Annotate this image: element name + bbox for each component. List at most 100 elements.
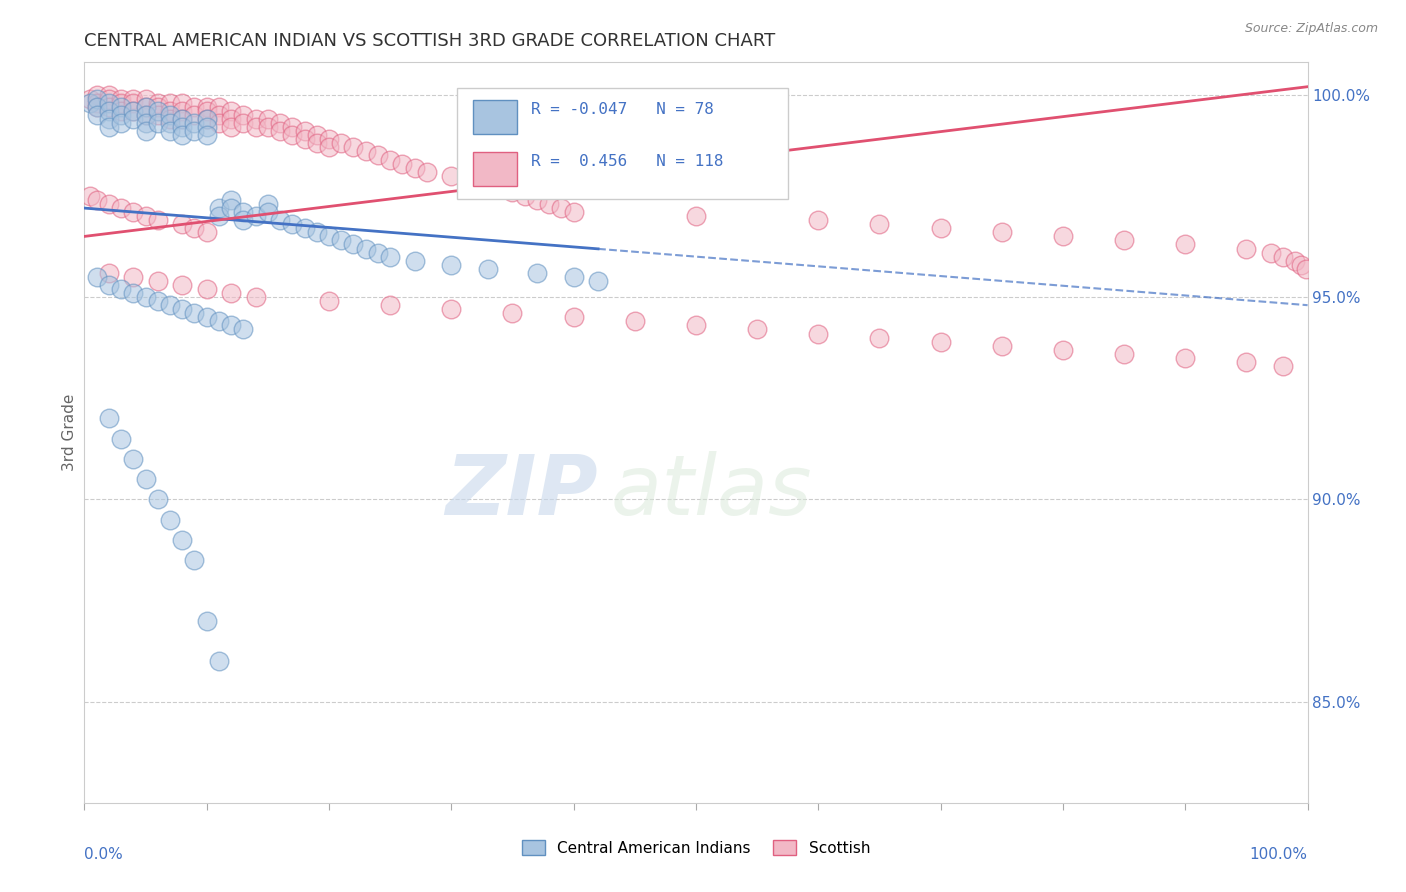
Point [991,338,1014,352]
Point [97,266,120,280]
Point [122,103,145,118]
Point [562,310,585,325]
Point [110,103,132,118]
Point [219,103,242,118]
Point [208,116,231,130]
Point [562,205,585,219]
Point [195,103,218,118]
Point [477,177,499,191]
Point [122,269,145,284]
Point [305,225,328,239]
Point [146,213,169,227]
Point [991,225,1014,239]
Point [502,185,524,199]
Point [318,140,340,154]
Point [172,95,194,110]
Point [526,266,548,280]
Point [294,132,316,146]
Point [159,116,181,130]
Point [269,124,291,138]
Point [257,120,280,135]
Point [146,492,169,507]
Point [183,221,205,235]
Point [159,124,181,138]
Point [146,100,169,114]
Point [110,282,132,296]
Point [538,197,561,211]
Point [342,140,364,154]
Point [807,326,830,341]
Point [380,298,402,312]
Point [1236,242,1258,256]
Point [219,201,242,215]
Point [416,164,439,178]
Point [1291,258,1313,272]
Point [172,128,194,143]
Point [1114,347,1136,361]
Point [79,95,101,110]
Point [195,112,218,126]
Point [146,103,169,118]
Point [110,100,132,114]
Point [79,189,101,203]
Point [122,112,145,126]
Point [257,205,280,219]
Point [86,100,108,114]
Point [219,193,242,207]
Point [195,100,218,114]
Point [195,112,218,126]
FancyBboxPatch shape [474,152,517,186]
Point [172,533,194,547]
Point [122,451,145,466]
Text: 0.0%: 0.0% [84,847,124,863]
Point [97,277,120,292]
Point [502,306,524,320]
Point [245,120,267,135]
Point [195,614,218,628]
Point [1272,250,1295,264]
Point [97,95,120,110]
Point [281,217,304,231]
Point [257,197,280,211]
Point [685,209,707,223]
Point [183,116,205,130]
Point [146,274,169,288]
Point [79,92,101,106]
Point [1272,359,1295,373]
Point [122,92,145,106]
Point [135,100,157,114]
Point [172,217,194,231]
Point [135,108,157,122]
Text: ZIP: ZIP [446,451,598,533]
Point [404,161,426,175]
Point [195,128,218,143]
Point [464,173,486,187]
Point [624,314,647,328]
Point [330,136,353,151]
Point [245,290,267,304]
Point [513,189,536,203]
Point [86,108,108,122]
Text: R = -0.047   N = 78: R = -0.047 N = 78 [531,102,714,117]
Point [219,286,242,301]
Point [97,103,120,118]
Legend: Central American Indians, Scottish: Central American Indians, Scottish [516,834,876,862]
Point [208,201,231,215]
Point [269,116,291,130]
Point [86,92,108,106]
Point [183,124,205,138]
Point [135,124,157,138]
Point [550,201,572,215]
Point [135,290,157,304]
Point [1174,237,1197,252]
Point [489,181,512,195]
Point [219,112,242,126]
Point [110,116,132,130]
Point [929,221,952,235]
Point [318,132,340,146]
Point [380,250,402,264]
Point [122,103,145,118]
Text: atlas: atlas [610,451,813,533]
Y-axis label: 3rd Grade: 3rd Grade [62,394,77,471]
Point [146,108,169,122]
